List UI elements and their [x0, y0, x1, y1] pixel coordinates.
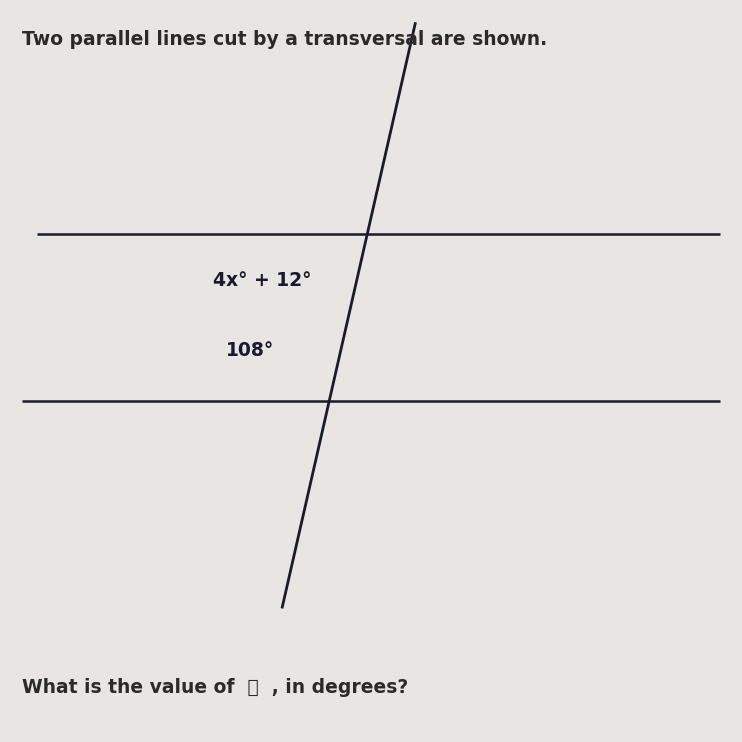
Text: 4x° + 12°: 4x° + 12°: [213, 271, 312, 290]
Text: What is the value of  𝑥  , in degrees?: What is the value of 𝑥 , in degrees?: [22, 678, 409, 697]
Text: Two parallel lines cut by a transversal are shown.: Two parallel lines cut by a transversal …: [22, 30, 548, 49]
Text: 108°: 108°: [226, 341, 275, 360]
